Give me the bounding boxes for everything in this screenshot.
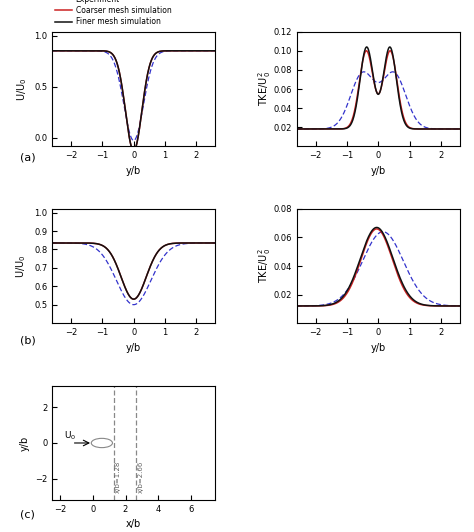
Y-axis label: U/U$_0$: U/U$_0$ — [15, 254, 28, 278]
X-axis label: y/b: y/b — [126, 343, 141, 353]
Text: (c): (c) — [19, 509, 35, 519]
X-axis label: x/b: x/b — [126, 519, 141, 529]
Text: U$_0$: U$_0$ — [64, 429, 76, 442]
Y-axis label: TKE/U$_0^2$: TKE/U$_0^2$ — [256, 248, 273, 284]
Ellipse shape — [91, 438, 112, 447]
X-axis label: y/b: y/b — [371, 165, 386, 176]
Legend: Experiment, Coarser mesh simulation, Finer mesh simulation: Experiment, Coarser mesh simulation, Fin… — [53, 0, 173, 29]
Text: (a): (a) — [19, 153, 35, 163]
Y-axis label: U/U$_0$: U/U$_0$ — [15, 77, 28, 101]
Text: x/b=1.28: x/b=1.28 — [115, 461, 121, 493]
X-axis label: y/b: y/b — [126, 165, 141, 176]
Text: x/b=2.66: x/b=2.66 — [137, 461, 144, 493]
X-axis label: y/b: y/b — [371, 343, 386, 353]
Text: (b): (b) — [19, 336, 35, 346]
Y-axis label: TKE/U$_0^2$: TKE/U$_0^2$ — [256, 71, 273, 106]
Y-axis label: y/b: y/b — [19, 435, 29, 451]
